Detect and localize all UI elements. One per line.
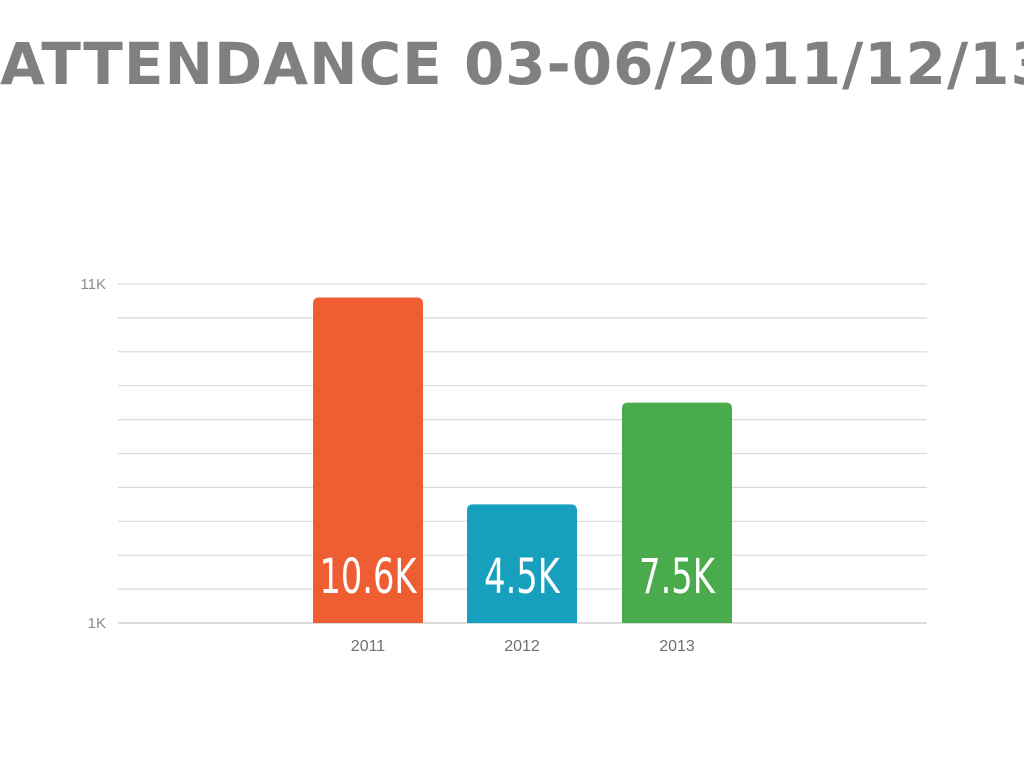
x-category-label: 2012 (504, 638, 540, 655)
bar (313, 297, 423, 623)
bar-value-label: 10.6K (319, 550, 417, 606)
y-tick-label: 11K (80, 276, 106, 293)
bar-value-label: 4.5K (484, 550, 561, 606)
bar (467, 504, 577, 623)
y-tick-label: 1K (88, 615, 106, 632)
x-category-label: 2011 (351, 638, 386, 655)
x-category-label: 2013 (659, 638, 695, 655)
bar (622, 402, 732, 623)
bar-value-label: 7.5K (639, 550, 716, 606)
chart-title: ATTENDANCE 03-06/2011/12/13 (0, 30, 1024, 98)
